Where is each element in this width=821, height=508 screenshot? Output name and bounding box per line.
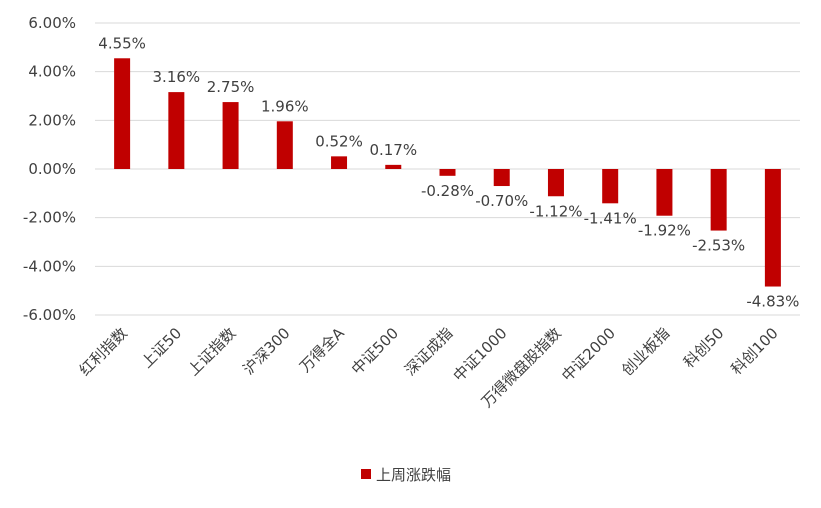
bar (493, 169, 510, 187)
gridlines (95, 22, 800, 316)
y-tick-label: -6.00% (23, 306, 76, 324)
y-tick-label: 0.00% (28, 160, 76, 178)
data-label: -1.92% (638, 222, 691, 240)
data-labels: 4.55% 3.16% 2.75% 1.96% 0.52% 0.17% -0.28%-0.7… (98, 34, 799, 310)
bar-series (114, 58, 781, 287)
y-tick-label: -2.00% (23, 209, 76, 227)
x-category-label: 创业板指 (618, 324, 673, 379)
data-label: -1.41% (584, 209, 637, 227)
data-label: 0.17% (369, 141, 417, 159)
data-label: -4.83% (746, 293, 799, 311)
bar (385, 164, 402, 169)
data-label: -0.70% (475, 192, 528, 210)
bar (168, 92, 185, 169)
bar (276, 121, 293, 169)
x-category-label: 万得全A (296, 324, 348, 376)
bar (439, 169, 456, 176)
x-category-label: 上证指数 (184, 324, 239, 379)
y-tick-label: 4.00% (28, 63, 76, 81)
bar (547, 169, 564, 197)
x-category-label: 中证2000 (558, 324, 619, 385)
bar (764, 169, 781, 287)
x-axis-category-labels: 红利指数 上证50 上证指数 沪深300 万得全A 中证500 深证成指中证1000万得微盘… (76, 324, 782, 412)
data-label: 1.96% (261, 97, 309, 115)
x-category-label: 深证成指 (401, 324, 456, 379)
x-category-label: 上证50 (138, 324, 185, 371)
data-label: 3.16% (153, 68, 201, 86)
bar (602, 169, 619, 204)
data-label: 0.52% (315, 132, 363, 150)
bar (710, 169, 727, 231)
bar (656, 169, 673, 216)
y-axis-tick-labels: 6.00% 4.00% 2.00% 0.00% -2.00% -4.00% -6.00% (23, 14, 76, 324)
data-label: 2.75% (207, 78, 255, 96)
data-label: -2.53% (692, 237, 745, 255)
x-category-label: 中证500 (348, 324, 402, 378)
data-label: -0.28% (421, 182, 474, 200)
bar (222, 102, 239, 169)
legend-swatch (361, 469, 371, 479)
data-label: -1.12% (529, 202, 582, 220)
y-tick-label: 6.00% (28, 14, 76, 32)
x-category-label: 科创100 (728, 324, 782, 378)
x-category-label: 沪深300 (239, 324, 293, 378)
bar (114, 58, 131, 169)
x-category-label: 科创50 (680, 324, 727, 371)
bar (331, 156, 348, 169)
x-category-label: 红利指数 (76, 324, 131, 379)
y-tick-label: -4.00% (23, 257, 76, 275)
legend-label: 上周涨跌幅 (376, 466, 451, 484)
legend: 上周涨跌幅 (361, 466, 451, 484)
y-tick-label: 2.00% (28, 111, 76, 129)
data-label: 4.55% (98, 34, 146, 52)
